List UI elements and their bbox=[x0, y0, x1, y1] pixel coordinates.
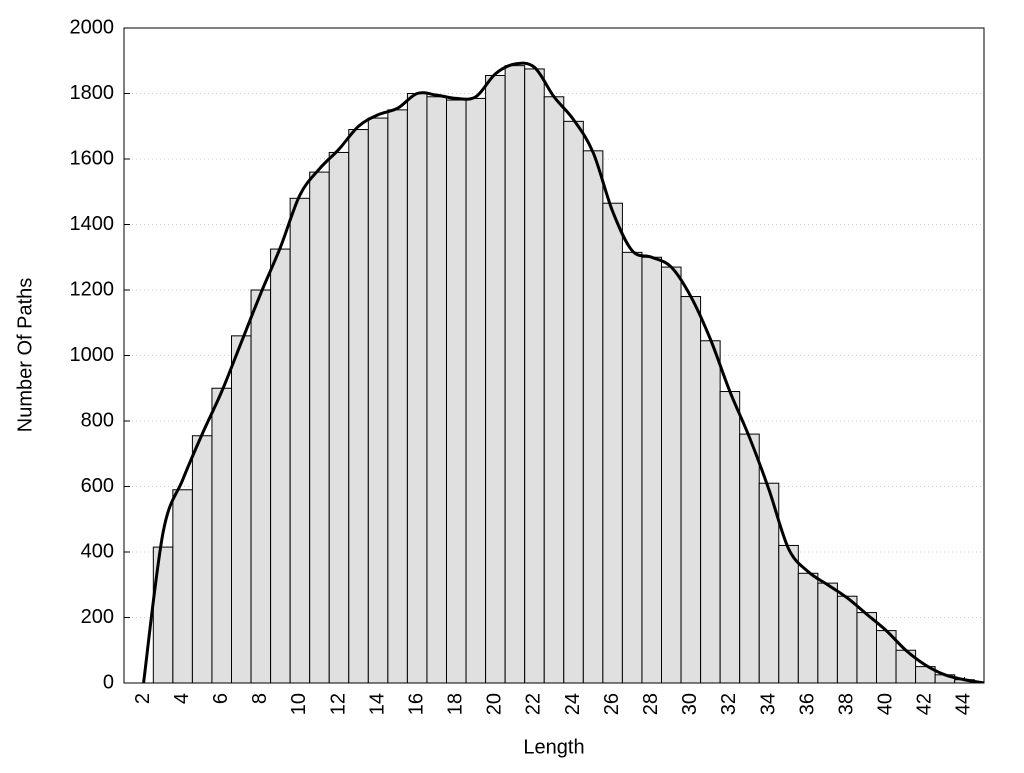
y-tick-label: 600 bbox=[81, 475, 114, 497]
bar bbox=[446, 99, 467, 683]
bar bbox=[504, 65, 526, 683]
bar bbox=[700, 340, 721, 683]
y-tick-label: 1400 bbox=[70, 213, 115, 235]
x-tick-label: 36 bbox=[796, 693, 818, 715]
x-tick-label: 30 bbox=[679, 693, 701, 715]
bar bbox=[465, 97, 487, 683]
bar bbox=[836, 595, 858, 683]
bar bbox=[621, 251, 643, 683]
bar bbox=[563, 120, 584, 683]
bar bbox=[661, 266, 682, 683]
bar bbox=[231, 335, 252, 683]
bar bbox=[309, 171, 330, 683]
bar bbox=[406, 93, 428, 683]
bar bbox=[367, 117, 389, 683]
x-tick-label: 14 bbox=[366, 693, 388, 715]
y-tick-label: 200 bbox=[81, 606, 114, 628]
x-tick-label: 34 bbox=[757, 693, 779, 715]
x-tick-label: 2 bbox=[132, 693, 154, 704]
x-axis-label: Length bbox=[523, 736, 584, 758]
bar bbox=[270, 248, 291, 683]
x-tick-label: 42 bbox=[914, 693, 936, 715]
x-tick-label: 18 bbox=[445, 693, 467, 715]
x-tick-label: 38 bbox=[835, 693, 857, 715]
plot-frame bbox=[123, 27, 985, 684]
bar bbox=[211, 387, 232, 683]
bar bbox=[817, 582, 838, 683]
x-tick-label: 40 bbox=[875, 693, 897, 715]
x-tick-label: 26 bbox=[601, 693, 623, 715]
y-tick-label: 1800 bbox=[70, 82, 115, 104]
bar bbox=[778, 544, 799, 683]
bar bbox=[250, 289, 272, 683]
bar bbox=[191, 435, 213, 683]
bar bbox=[641, 256, 662, 683]
x-tick-label: 6 bbox=[210, 693, 232, 704]
y-tick-label: 1200 bbox=[70, 278, 115, 300]
bar bbox=[582, 150, 604, 683]
bar bbox=[739, 433, 760, 683]
bar bbox=[387, 109, 408, 683]
bar bbox=[524, 68, 545, 683]
y-tick-label: 2000 bbox=[70, 16, 115, 38]
x-tick-label: 10 bbox=[288, 693, 310, 715]
x-tick-label: 8 bbox=[249, 693, 271, 704]
x-tick-label: 4 bbox=[171, 693, 193, 704]
bar bbox=[426, 96, 448, 683]
x-tick-label: 32 bbox=[718, 693, 740, 715]
y-tick-label: 1000 bbox=[70, 344, 115, 366]
bar bbox=[348, 129, 369, 683]
bar bbox=[680, 296, 702, 683]
x-tick-label: 22 bbox=[523, 693, 545, 715]
x-tick-label: 16 bbox=[405, 693, 427, 715]
y-tick-label: 0 bbox=[103, 671, 114, 693]
plot-area bbox=[142, 61, 984, 683]
bar bbox=[856, 612, 877, 683]
x-tick-label: 44 bbox=[953, 693, 975, 715]
y-tick-label: 400 bbox=[81, 540, 114, 562]
bar bbox=[797, 572, 819, 683]
x-tick-label: 28 bbox=[640, 693, 662, 715]
y-tick-label: 1600 bbox=[70, 147, 115, 169]
bar bbox=[172, 489, 193, 683]
bar bbox=[602, 202, 623, 683]
bar bbox=[289, 197, 311, 683]
bar bbox=[719, 391, 741, 683]
x-tick-label: 12 bbox=[327, 693, 349, 715]
bar bbox=[328, 151, 350, 683]
x-tick-label: 24 bbox=[562, 693, 584, 715]
y-axis-label: Number Of Paths bbox=[14, 278, 36, 433]
bar bbox=[543, 96, 565, 683]
y-tick-label: 800 bbox=[81, 409, 114, 431]
x-tick-label: 20 bbox=[484, 693, 506, 715]
bar bbox=[485, 74, 506, 683]
curve bbox=[142, 61, 984, 683]
